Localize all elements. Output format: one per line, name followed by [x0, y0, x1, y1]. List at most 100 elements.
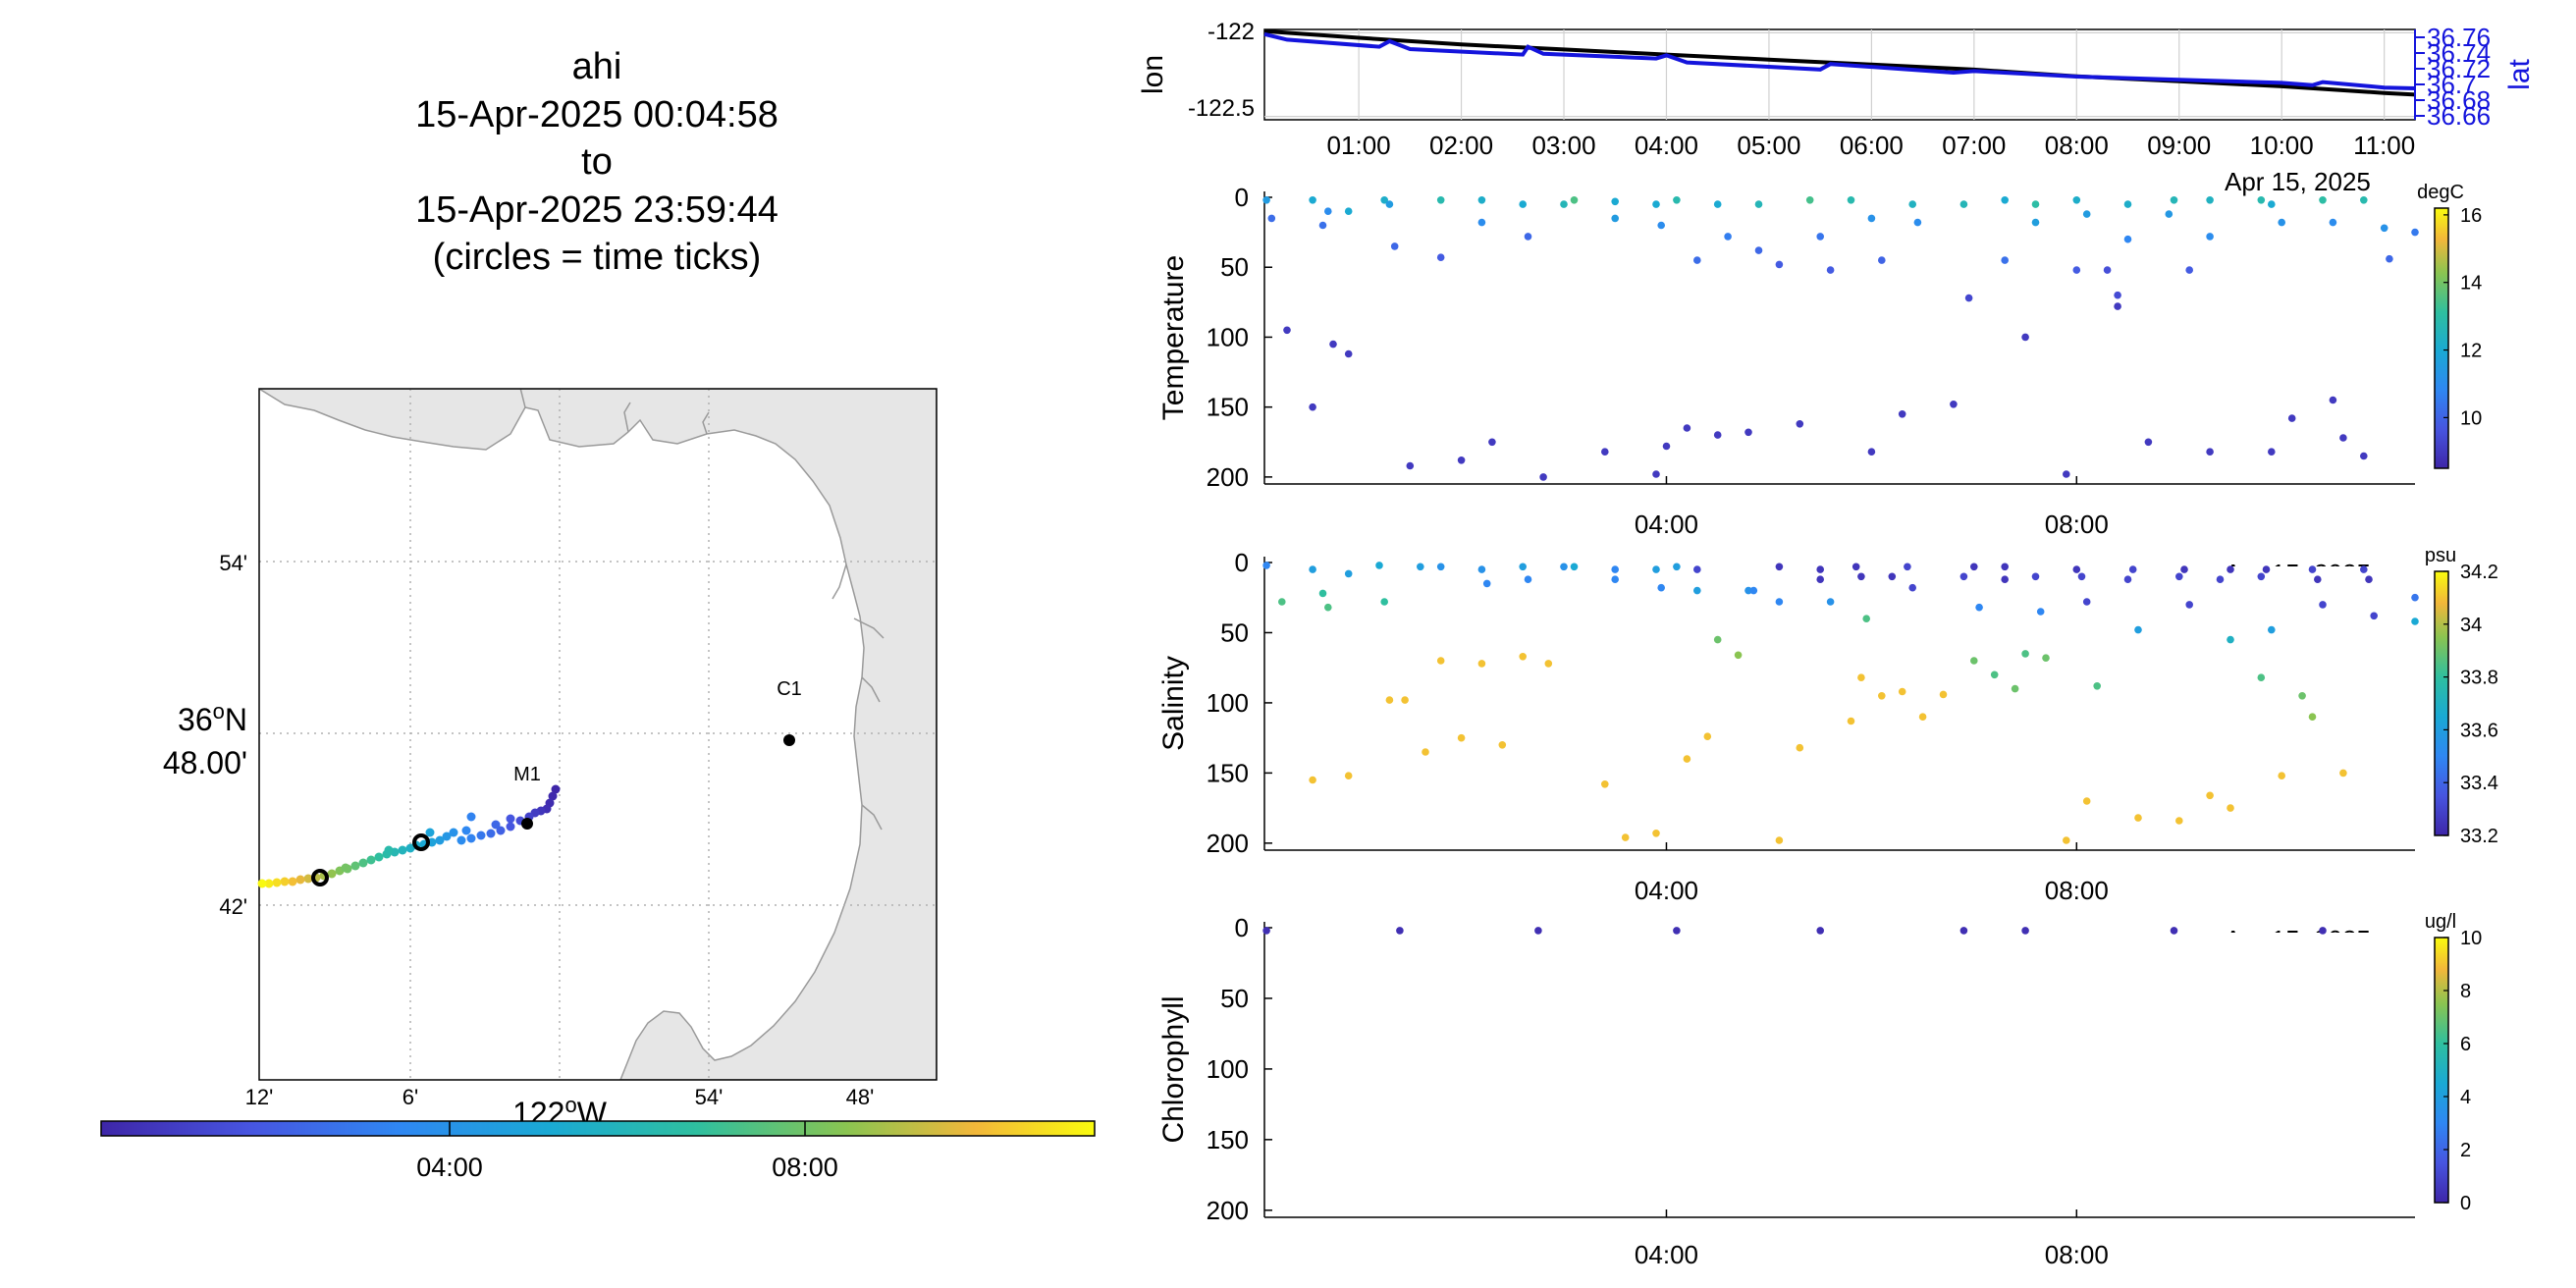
data-point: [1990, 671, 1999, 679]
y-tick-label: 200: [1207, 829, 1249, 858]
y-axis-label: Chlorophyll: [1157, 995, 1190, 1143]
data-point: [2298, 692, 2306, 700]
data-point: [1805, 196, 1814, 204]
y-tick-label: 50: [1220, 617, 1249, 647]
track-point: [506, 814, 515, 824]
y-tick-label: 0: [1235, 548, 1249, 577]
colorbar-gradient: [2434, 937, 2449, 1204]
data-point: [1519, 563, 1527, 571]
data-point: [1816, 565, 1824, 573]
data-point: [2021, 927, 2029, 935]
colorbar-label: degC: [2417, 182, 2464, 203]
track-point: [358, 858, 368, 868]
data-point: [1878, 256, 1886, 264]
data-point: [1309, 402, 1316, 411]
data-point: [2380, 224, 2388, 233]
data-point: [2278, 218, 2285, 227]
colorbar-tick-label: 10: [2460, 928, 2482, 949]
lat-series-line: [1263, 31, 2416, 90]
lon-y-tick: -122: [1208, 19, 1255, 45]
data-point: [1918, 713, 1927, 721]
data-point: [1436, 657, 1445, 665]
y-tick-label: 100: [1207, 322, 1249, 351]
y-tick-label: 150: [1207, 1125, 1249, 1154]
data-point: [1878, 692, 1886, 700]
track-point: [350, 861, 360, 871]
data-point: [1657, 221, 1665, 230]
data-point: [2021, 650, 2029, 658]
data-point: [2227, 635, 2234, 644]
x-tick-label: 04:00: [1635, 510, 1698, 539]
track-point: [456, 835, 466, 845]
data-point: [1396, 927, 1404, 935]
y-tick-label: 100: [1207, 1054, 1249, 1084]
data-point: [1560, 563, 1568, 571]
data-point: [2206, 233, 2214, 241]
data-point: [1683, 755, 1691, 763]
data-point: [1744, 428, 1752, 437]
time-colorbar-tick-label: 04:00: [416, 1153, 483, 1182]
data-point: [2011, 684, 2019, 693]
data-point: [1611, 575, 1619, 583]
data-point: [1318, 589, 1327, 598]
data-point: [1775, 563, 1784, 571]
data-point: [1283, 326, 1291, 335]
data-point: [2365, 575, 2373, 583]
data-point: [2036, 608, 2045, 616]
station-c1-marker: [783, 734, 795, 746]
time-colorbar-gradient: [100, 1120, 1096, 1137]
time-tick-circle: [311, 869, 329, 886]
lonlat-grid: [1264, 29, 2415, 120]
lonlat-x-tick-label: 10:00: [2250, 131, 2314, 160]
data-point: [2257, 673, 2266, 681]
data-point: [1964, 294, 1973, 302]
data-point: [1816, 575, 1824, 583]
date-label-mask: [2160, 933, 2454, 954]
data-point: [1324, 603, 1332, 612]
data-point: [1796, 420, 1804, 428]
data-point: [1775, 836, 1784, 844]
track-point: [548, 791, 558, 801]
data-point: [1959, 572, 1968, 581]
data-point: [1744, 586, 1752, 595]
track-point: [466, 812, 476, 822]
time-colorbar: 04:00 08:00: [100, 1120, 1096, 1182]
data-point: [2329, 218, 2337, 227]
track-point: [425, 828, 435, 837]
data-point: [1309, 196, 1316, 204]
data-point: [1262, 927, 1270, 935]
track-point: [295, 875, 305, 885]
data-point: [1754, 200, 1763, 208]
data-point: [1570, 196, 1579, 204]
data-point: [2021, 333, 2029, 342]
lonlat-x-tick-label: 11:00: [2353, 131, 2415, 160]
map-lon-tick: 6': [402, 1085, 418, 1109]
data-point: [1904, 563, 1911, 571]
lonlat-x-ticks: 01:00 02:00 03:00 04:00 05:00 06:00 07:00 08:00…: [1327, 131, 2416, 160]
data-point: [1703, 732, 1712, 740]
data-point: [1959, 927, 1968, 935]
y-tick-label: 150: [1207, 393, 1249, 422]
data-point: [2185, 601, 2193, 609]
data-point: [1262, 562, 1270, 569]
data-point: [2072, 196, 2081, 204]
data-point: [2042, 654, 2050, 662]
data-point: [1375, 562, 1383, 569]
data-point: [1611, 565, 1619, 573]
track-point: [366, 855, 376, 865]
data-point: [1847, 196, 1855, 204]
data-point: [1673, 927, 1681, 935]
colorbar-tick-label: 8: [2460, 981, 2471, 1002]
colorbar-tick-label: 6: [2460, 1034, 2471, 1055]
y-axis-label: Salinity: [1157, 656, 1190, 751]
data-point: [1713, 200, 1722, 208]
data-point: [1826, 598, 1835, 606]
data-point: [1560, 200, 1568, 208]
colorbar-label: ug/l: [2425, 911, 2456, 933]
map-lat-tick: 54': [219, 551, 247, 575]
data-point: [2411, 593, 2419, 602]
data-point: [1852, 563, 1860, 571]
